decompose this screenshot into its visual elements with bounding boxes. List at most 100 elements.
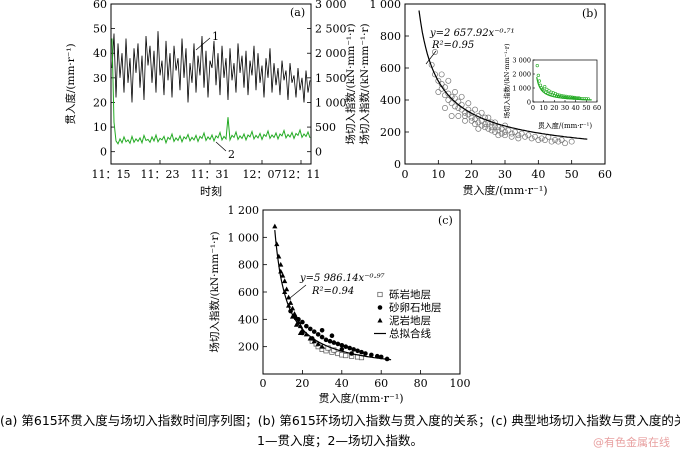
panel-a-label: (a)	[290, 6, 305, 19]
panel-a: 0 10 20 30 40 50 60 0 500 1 000 1 500 2 000 2 500 3 …	[64, 0, 357, 198]
panel-c-fit-equation: y=5 986.14x⁻⁰·⁹⁷	[299, 273, 385, 284]
panel-b-inset-x-tick-label: 40	[572, 104, 580, 112]
panel-a-left-tick-label: 50	[93, 23, 107, 36]
panel-b-point	[532, 133, 538, 140]
panel-c-x-tick-label: 0	[260, 377, 267, 390]
panel-b-point	[505, 127, 512, 134]
panel-b-y-tick-label: 200	[380, 126, 401, 139]
panel-b-inset-x-tick-label: 20	[550, 104, 558, 112]
panel-c-legend-marker	[377, 291, 383, 298]
panel-a-right-tick-label: 0	[315, 146, 322, 159]
panel-c-point	[297, 323, 304, 329]
panel-b-inset-y-tick-label: 2 000	[512, 71, 531, 79]
panel-b-point	[432, 49, 438, 55]
panel-b-y-tick-label: 0	[394, 158, 401, 171]
panel-b-x-tick-label: 20	[465, 168, 479, 181]
panel-b-x-tick-label: 10	[431, 168, 445, 181]
panel-c-x-axis: 0 20 40 60 80 100	[260, 370, 471, 390]
panel-b-point	[495, 127, 502, 134]
panel-b-point	[492, 129, 498, 135]
panel-b-y-tick-label: 600	[380, 62, 401, 75]
panel-a-y-right-label: 场切入指数/(kN·mm⁻¹·r)	[344, 23, 357, 144]
panel-b-point	[485, 125, 492, 132]
panel-a-left-tick-label: 60	[93, 0, 107, 11]
panel-b-inset-y-tick-label: 0	[527, 99, 531, 107]
panel-c-point	[325, 345, 331, 351]
panel-b-point	[485, 119, 492, 126]
panel-b-point	[462, 117, 468, 124]
panel-b-point	[468, 117, 475, 124]
panel-c-point	[304, 323, 309, 329]
panel-c-point	[272, 223, 278, 229]
panel-b-point	[455, 113, 462, 119]
panel-c-x-tick-label: 100	[450, 377, 471, 390]
panel-c-x-label: 贯入度/(mm·r⁻¹)	[318, 391, 403, 405]
panel-b-point	[508, 133, 515, 140]
panel-c-point	[319, 327, 325, 333]
panel-a-right-tick-label: 1 500	[315, 72, 347, 85]
panel-b-x-tick-label: 30	[498, 168, 512, 181]
panel-c-point	[293, 322, 300, 327]
panel-b-point	[538, 135, 545, 142]
panel-c-y-axis: 200 400 600 800 1 000 1 200	[228, 204, 267, 354]
panel-c-x-tick-label: 20	[295, 377, 309, 390]
panel-b-inset-y-label: 场切入指数/(kN·mm⁻¹·r)	[502, 43, 511, 118]
panel-c-point	[359, 349, 364, 355]
panel-c-point	[284, 286, 290, 292]
panel-c-fit-r2: R²=0.94	[311, 286, 354, 297]
panel-b-inset-point	[547, 89, 551, 93]
panel-b-inset-y-tick-label: 3 000	[512, 57, 531, 65]
panel-c-point	[286, 294, 292, 300]
panel-b-point	[472, 116, 478, 123]
panel-b-inset-point	[560, 94, 564, 98]
panel-c-label: (c)	[438, 214, 453, 227]
panel-c-fit-curve	[274, 230, 392, 361]
panel-b-point	[502, 129, 508, 135]
panel-b-point	[452, 89, 458, 95]
panel-b-point	[558, 137, 565, 143]
panel-b-inset-point	[545, 87, 549, 91]
panel-b-point	[448, 100, 455, 107]
panel-a-y-left-label: 贯入度/(mm·r⁻¹)	[64, 43, 77, 124]
panel-c-point	[289, 305, 296, 311]
panel-a-x-tick-label: 11：31	[191, 168, 230, 181]
panel-c-point	[297, 330, 304, 335]
panel-b-inset-x-tick-label: 10	[540, 104, 548, 112]
panel-b-inset-x-tick-label: 60	[593, 104, 601, 112]
panel-b-inset-y-axis: 0 1 000 2 000 3 000	[512, 57, 535, 107]
panel-c-point	[319, 334, 325, 340]
panel-b-x-tick-label: 40	[531, 168, 545, 181]
panel-b-point	[488, 127, 495, 134]
panel-b-inset-x-label: 贯入度/(mm·r⁻¹)	[538, 121, 592, 130]
panel-c-point	[343, 353, 349, 359]
panel-c-y-tick-label: 1 200	[228, 204, 260, 217]
panel-b-fit-equation: y=2 657.92x⁻⁰·⁷¹	[429, 28, 515, 39]
panel-c-point	[329, 333, 335, 339]
panel-b-x-axis: 0 10 20 30 40 50 60	[402, 160, 612, 181]
panel-c-equation-leader	[289, 284, 307, 299]
panel-b-point	[445, 97, 452, 103]
panel-b-inset-point	[535, 63, 539, 68]
panel-b-point	[495, 124, 502, 131]
panel-c-point	[311, 338, 317, 344]
panel-c-point	[315, 332, 321, 337]
panel-b-point	[475, 125, 482, 132]
panel-b-y-tick-label: 1 000	[370, 0, 402, 11]
panel-a-left-tick-label: 0	[100, 146, 107, 159]
panel-a-annotation-2: 2	[228, 148, 235, 161]
panel-a-right-axis: 0 500 1 000 1 500 2 000 2 500 3 000	[307, 0, 347, 159]
panel-a-right-tick-label: 2 000	[315, 47, 347, 60]
panel-a-x-tick-label: 12：11	[282, 168, 321, 181]
watermark: @有色金属在线	[593, 436, 670, 449]
panel-b-point	[555, 138, 562, 145]
panel-c-point	[323, 337, 329, 343]
panel-b-point	[455, 105, 462, 111]
panel-b-inset-points	[535, 63, 591, 101]
panel-b-inset-x-tick-label: 50	[582, 104, 590, 112]
panel-c-point	[315, 341, 321, 346]
panel-c-point	[307, 335, 313, 341]
panel-b-point	[525, 132, 532, 139]
